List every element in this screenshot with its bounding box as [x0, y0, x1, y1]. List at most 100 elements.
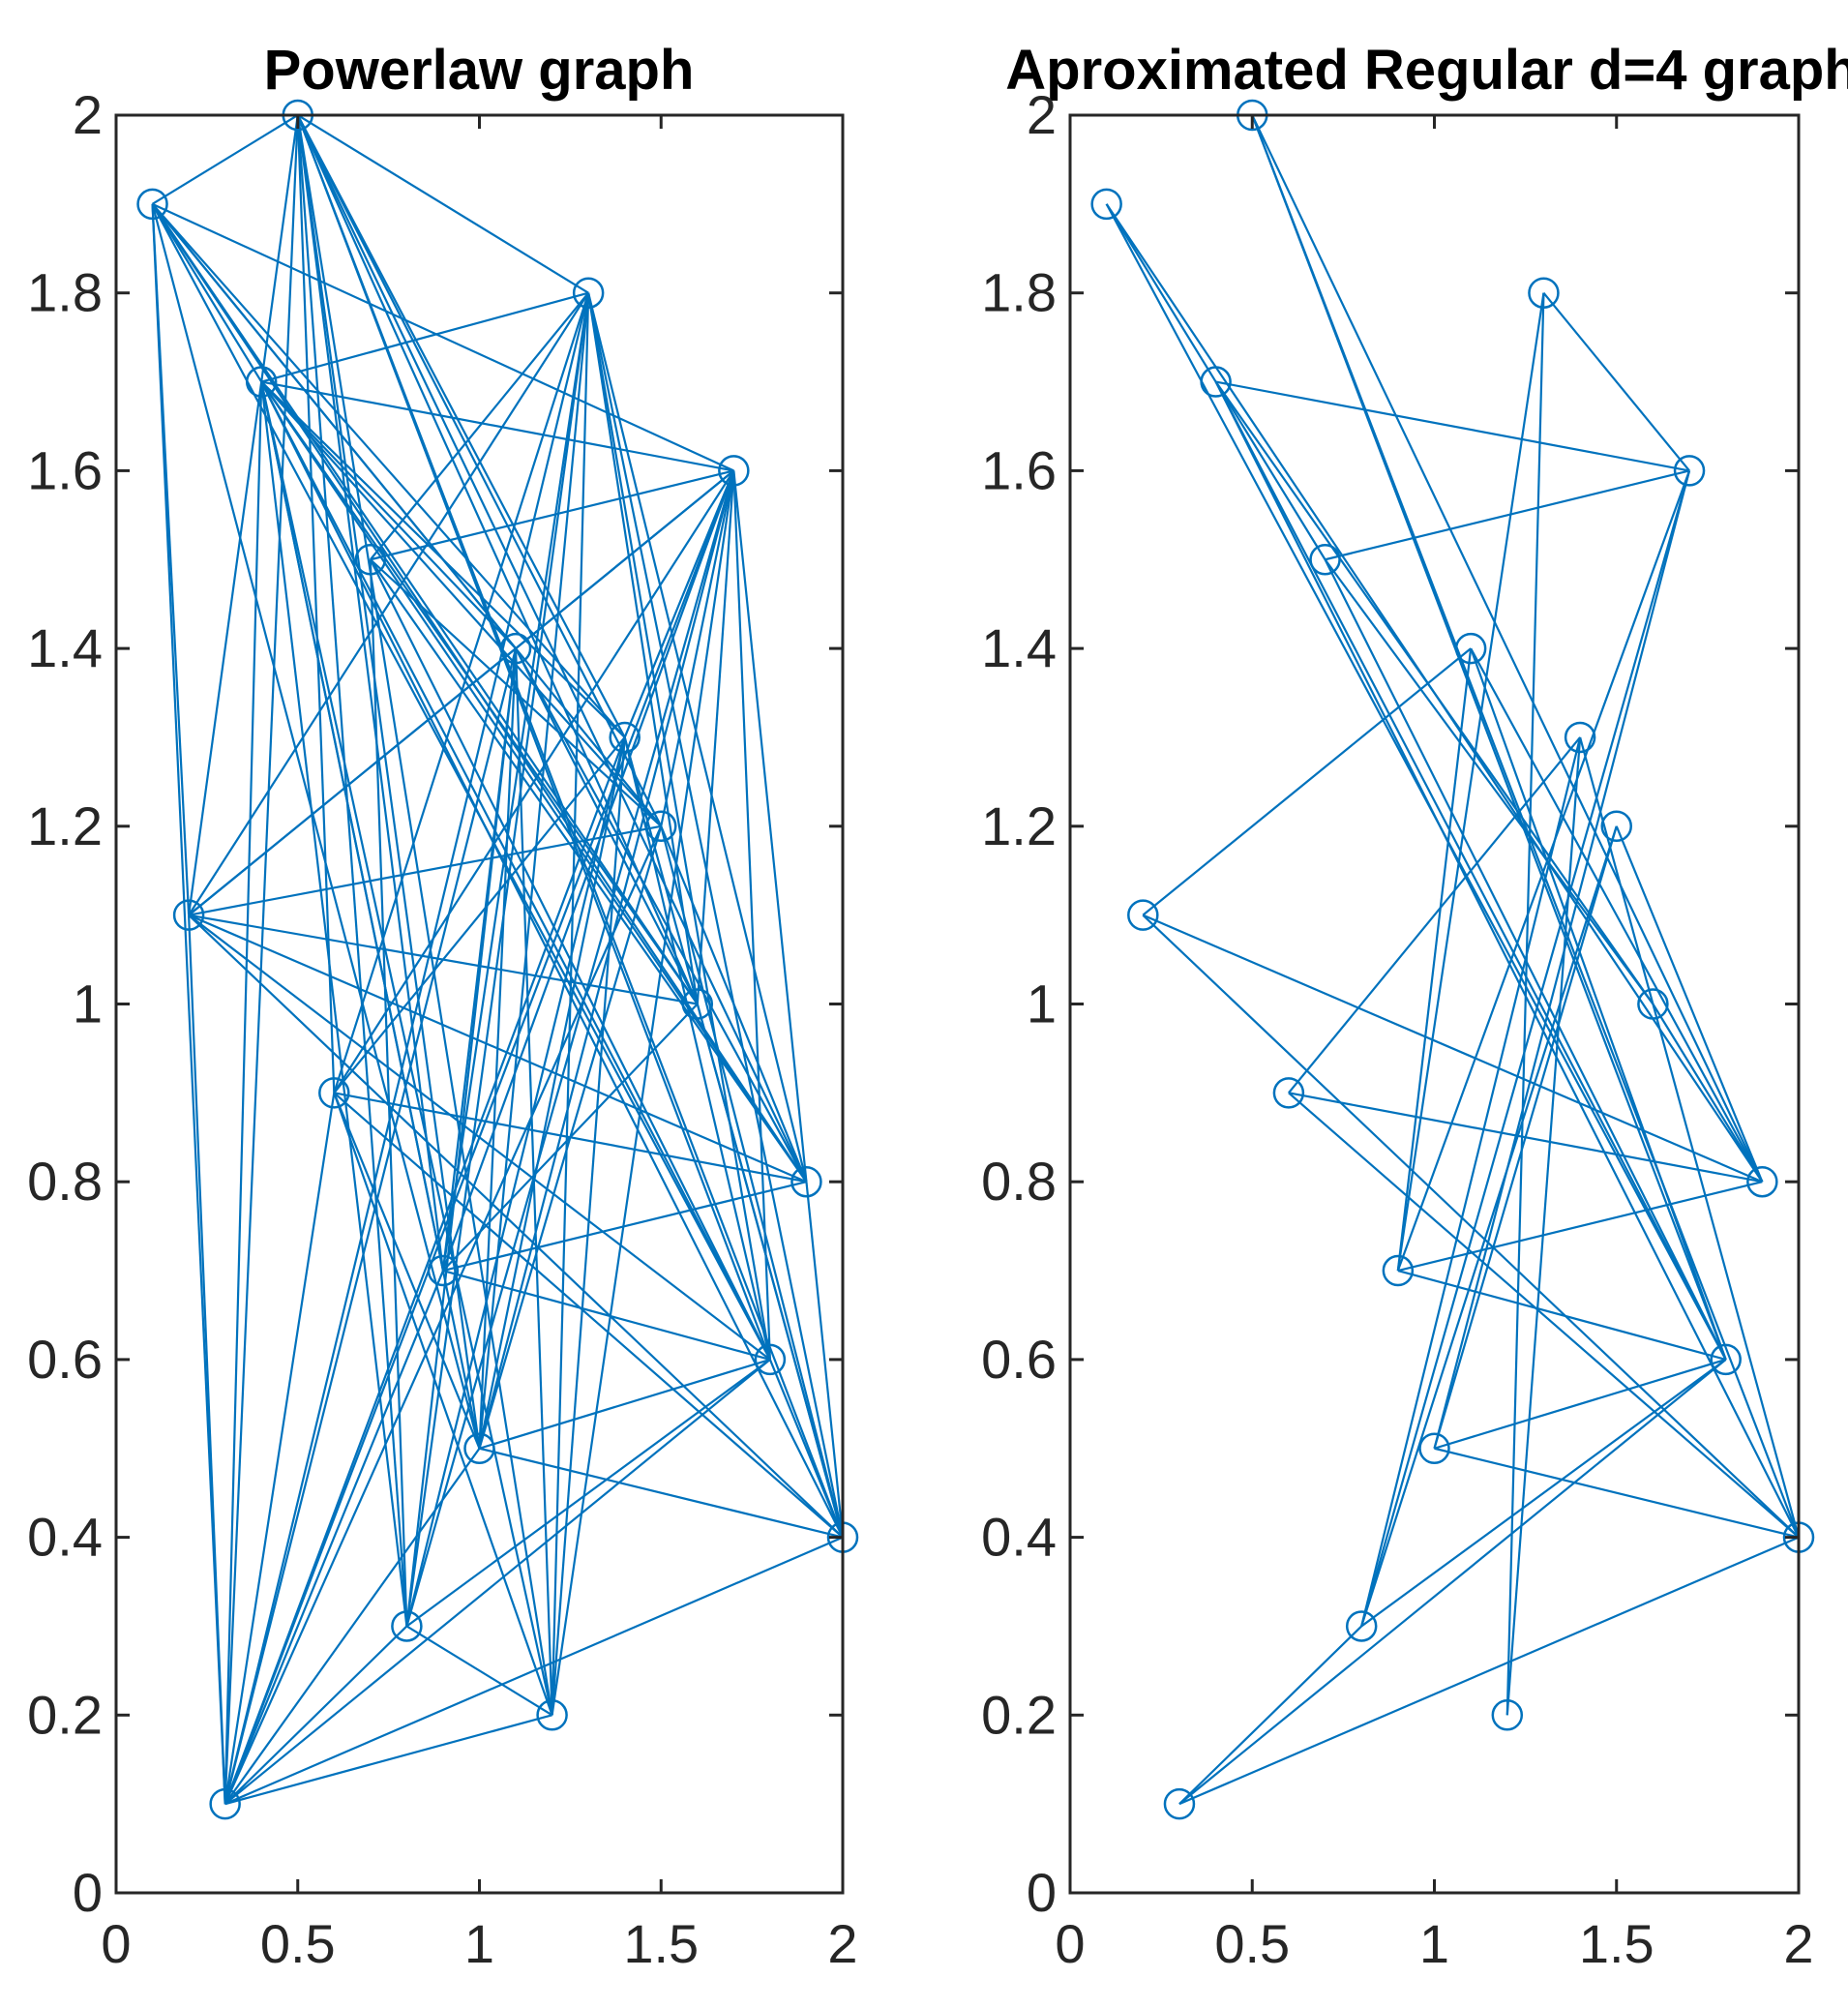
regular-node-13: [1564, 721, 1596, 754]
powerlaw-edge-97: [551, 470, 735, 1716]
powerlaw-edge-32: [224, 1270, 444, 1805]
regular-ytick-label-6: 1.2: [981, 795, 1057, 856]
regular-ytick-label-1: 0.2: [981, 1684, 1057, 1745]
regular-node-5: [1272, 1077, 1305, 1109]
powerlaw-edge-86: [479, 1358, 771, 1450]
powerlaw-edge-26: [224, 1359, 771, 1806]
powerlaw-node-10: [499, 632, 532, 665]
powerlaw-edge-10: [151, 203, 517, 649]
regular-edge-29: [1396, 292, 1545, 1272]
powerlaw-edge-0: [151, 114, 299, 205]
regular-xtick-label-2: 1: [1419, 1913, 1449, 1974]
regular-edge-35: [1433, 825, 1618, 1450]
regular-edge-5: [1142, 914, 1800, 1539]
powerlaw-xtick-label-1: 0.5: [260, 1913, 336, 1974]
regular-edge-20: [1325, 469, 1690, 561]
powerlaw-edge-68: [370, 469, 734, 561]
powerlaw-edge-106: [623, 469, 735, 738]
regular-node-15: [1637, 988, 1669, 1020]
powerlaw-edge-24: [224, 1625, 408, 1805]
regular-xtick-label-1: 0.5: [1214, 1913, 1290, 1974]
regular-edge-32: [1433, 470, 1691, 1450]
powerlaw-edge-8: [151, 203, 771, 1361]
powerlaw-edge-66: [333, 1092, 481, 1450]
powerlaw-node-12: [572, 277, 605, 309]
powerlaw-edge-95: [514, 648, 553, 1716]
powerlaw-edge-31: [224, 825, 663, 1805]
powerlaw-edge-113: [732, 470, 771, 1360]
regular-node-6: [1309, 544, 1341, 576]
regular-ytick-label-2: 0.4: [981, 1507, 1057, 1568]
regular-edge-43: [1652, 1003, 1764, 1183]
powerlaw-edge-115: [805, 1182, 845, 1538]
regular-edge-14: [1251, 114, 1764, 1183]
powerlaw-edge-74: [405, 1625, 553, 1717]
regular-xtick-label-4: 2: [1783, 1913, 1813, 1974]
powerlaw-edge-103: [587, 292, 771, 1361]
powerlaw-edge-80: [442, 1181, 807, 1273]
regular-node-12: [1528, 277, 1560, 309]
regular-edge-27: [1397, 1181, 1763, 1273]
powerlaw-edge-102: [587, 292, 699, 1004]
regular-edge-10: [1214, 381, 1800, 1539]
powerlaw-node-6: [354, 544, 387, 576]
powerlaw-ytick-label-7: 1.4: [27, 617, 103, 678]
powerlaw-edge-81: [441, 292, 590, 1272]
powerlaw-edge-49: [297, 114, 589, 294]
powerlaw-edge-55: [296, 114, 808, 1183]
powerlaw-node-15: [681, 988, 714, 1020]
powerlaw-edge-60: [296, 114, 445, 1272]
powerlaw-edge-89: [478, 470, 735, 1450]
powerlaw-edge-112: [732, 470, 808, 1183]
powerlaw-edge-2: [151, 203, 226, 1805]
powerlaw-edge-7: [151, 203, 626, 738]
powerlaw-edge-33: [224, 1448, 481, 1805]
powerlaw-edge-9: [151, 203, 481, 1450]
regular-edge-21: [1324, 558, 1654, 1005]
powerlaw-edge-72: [369, 559, 408, 1627]
powerlaw-edge-101: [587, 292, 845, 1538]
powerlaw-graph-plot: 0 0.2 0.4 0.6 0.8 1 1.2 1.4 1.6 1.8 2 0 0.5 1 1.5 2: [27, 84, 859, 1974]
powerlaw-edge-92: [478, 736, 626, 1449]
powerlaw-edge-35: [224, 1093, 336, 1805]
regular-edge-18: [1288, 1092, 1800, 1539]
regular-node-3: [1200, 366, 1232, 398]
powerlaw-edge-59: [296, 114, 663, 827]
powerlaw-node-18: [790, 1165, 822, 1198]
powerlaw-edge-104: [623, 736, 771, 1361]
powerlaw-node-11: [536, 1699, 568, 1731]
powerlaw-edge-107: [660, 825, 808, 1183]
regular-edge-23: [1360, 470, 1691, 1627]
powerlaw-node-0: [136, 188, 168, 221]
powerlaw-edge-57: [296, 114, 699, 1004]
powerlaw-edge-91: [478, 825, 663, 1450]
powerlaw-xtick-label-4: 2: [827, 1913, 857, 1974]
regular-edge-12: [1214, 380, 1654, 1005]
regular-node-8: [1382, 1254, 1415, 1287]
powerlaw-ytick-label-1: 0.2: [27, 1684, 103, 1745]
powerlaw-edge-22: [224, 114, 299, 1805]
regular-edge-9: [1215, 380, 1690, 472]
powerlaw-edge-56: [296, 114, 626, 738]
regular-edge-3: [1142, 647, 1472, 916]
regular-edge-34: [1434, 1447, 1800, 1539]
powerlaw-xtick-label-2: 1: [464, 1913, 494, 1974]
regular-edge-41: [1579, 736, 1801, 1538]
regular-ytick-label-7: 1.4: [981, 617, 1057, 678]
regular-edge-40: [1542, 292, 1690, 472]
powerlaw-edge-76: [405, 292, 590, 1627]
powerlaw-edge-20: [188, 914, 844, 1539]
regular-node-2: [1163, 1787, 1196, 1820]
powerlaw-ytick-label-6: 1.2: [27, 795, 103, 856]
powerlaw-edge-109: [660, 470, 735, 827]
regular-node-17: [1710, 1343, 1742, 1376]
powerlaw-edge-5: [151, 203, 699, 1005]
powerlaw-graph-title: Powerlaw graph: [264, 39, 695, 102]
powerlaw-node-3: [245, 366, 278, 398]
powerlaw-edge-94: [515, 647, 699, 1005]
powerlaw-edge-79: [405, 736, 626, 1627]
regular-edge-25: [1360, 736, 1582, 1627]
powerlaw-edge-50: [296, 114, 553, 1716]
